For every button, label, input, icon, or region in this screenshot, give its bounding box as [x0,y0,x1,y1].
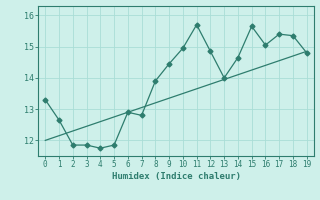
X-axis label: Humidex (Indice chaleur): Humidex (Indice chaleur) [111,172,241,181]
